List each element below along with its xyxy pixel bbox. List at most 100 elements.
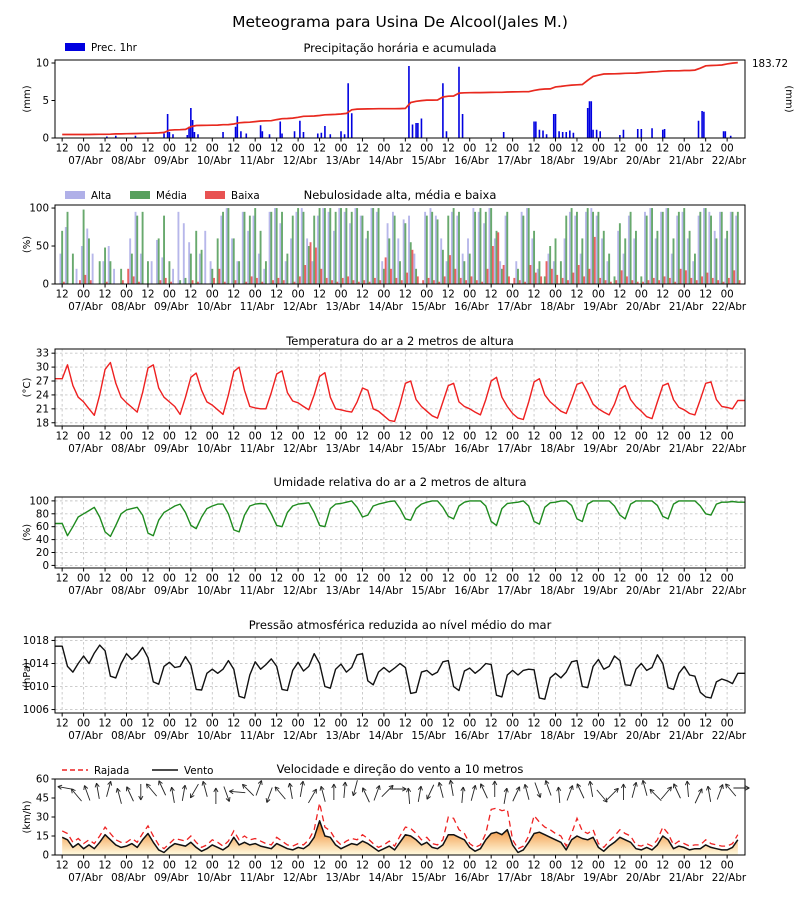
legend-label: Alta bbox=[91, 190, 111, 202]
x-tick-label: 00 bbox=[292, 718, 305, 730]
x-tick-label: 12 bbox=[442, 143, 455, 155]
x-date-label: 09/Abr bbox=[154, 301, 189, 313]
x-date-label: 08/Abr bbox=[111, 585, 146, 597]
x-date-label: 19/Abr bbox=[583, 730, 618, 742]
x-tick-label: 12 bbox=[184, 573, 197, 585]
x-tick-label: 12 bbox=[399, 860, 412, 872]
x-date-label: 17/Abr bbox=[497, 872, 532, 884]
x-tick-label: 00 bbox=[334, 573, 347, 585]
x-date-label: 19/Abr bbox=[583, 301, 618, 313]
x-tick-label: 00 bbox=[163, 289, 176, 301]
x-tick-label: 12 bbox=[699, 860, 712, 872]
x-tick-label: 12 bbox=[442, 718, 455, 730]
x-tick-label: 12 bbox=[442, 573, 455, 585]
x-tick-label: 00 bbox=[635, 860, 648, 872]
x-tick-label: 12 bbox=[570, 860, 583, 872]
x-tick-label: 00 bbox=[592, 860, 605, 872]
y-tick-label: 100 bbox=[29, 203, 49, 215]
x-tick-label: 12 bbox=[313, 289, 326, 301]
x-tick-label: 00 bbox=[206, 431, 219, 443]
x-tick-label: 12 bbox=[399, 143, 412, 155]
x-tick-label: 00 bbox=[206, 573, 219, 585]
x-date-label: 11/Abr bbox=[240, 585, 275, 597]
x-tick-label: 12 bbox=[270, 718, 283, 730]
x-tick-label: 00 bbox=[506, 860, 519, 872]
x-tick-label: 00 bbox=[163, 860, 176, 872]
x-tick-label: 12 bbox=[270, 289, 283, 301]
y-tick-label: 50 bbox=[36, 241, 49, 253]
y-tick-label: 80 bbox=[36, 508, 49, 520]
x-tick-label: 12 bbox=[184, 718, 197, 730]
x-tick-label: 00 bbox=[120, 431, 133, 443]
x-tick-label: 00 bbox=[163, 431, 176, 443]
x-date-label: 18/Abr bbox=[540, 730, 575, 742]
x-date-label: 22/Abr bbox=[712, 443, 747, 455]
x-date-label: 22/Abr bbox=[712, 872, 747, 884]
legend-label: Vento bbox=[184, 765, 213, 777]
x-tick-label: 12 bbox=[56, 431, 69, 443]
x-tick-label: 12 bbox=[270, 431, 283, 443]
x-tick-label: 12 bbox=[699, 573, 712, 585]
x-date-label: 09/Abr bbox=[154, 585, 189, 597]
x-date-label: 17/Abr bbox=[497, 443, 532, 455]
x-tick-label: 12 bbox=[141, 573, 154, 585]
x-date-label: 13/Abr bbox=[326, 155, 361, 167]
x-date-label: 07/Abr bbox=[68, 301, 103, 313]
y-tick-label: 5 bbox=[42, 95, 49, 107]
x-tick-label: 12 bbox=[227, 718, 240, 730]
x-tick-label: 12 bbox=[699, 431, 712, 443]
y-tick-label: 60 bbox=[36, 774, 49, 786]
x-date-label: 15/Abr bbox=[411, 585, 446, 597]
x-tick-label: 12 bbox=[356, 143, 369, 155]
x-tick-label: 00 bbox=[377, 860, 390, 872]
x-tick-label: 12 bbox=[528, 431, 541, 443]
x-tick-label: 00 bbox=[463, 860, 476, 872]
x-tick-label: 12 bbox=[399, 718, 412, 730]
axes-frame bbox=[55, 60, 745, 138]
x-date-label: 16/Abr bbox=[454, 872, 489, 884]
x-tick-label: 00 bbox=[334, 143, 347, 155]
x-date-label: 17/Abr bbox=[497, 301, 532, 313]
x-tick-label: 00 bbox=[721, 573, 734, 585]
x-date-label: 07/Abr bbox=[68, 585, 103, 597]
x-date-label: 08/Abr bbox=[111, 155, 146, 167]
x-date-label: 21/Abr bbox=[669, 585, 704, 597]
x-date-label: 09/Abr bbox=[154, 155, 189, 167]
x-date-label: 13/Abr bbox=[326, 872, 361, 884]
x-date-label: 11/Abr bbox=[240, 301, 275, 313]
x-tick-label: 00 bbox=[292, 431, 305, 443]
x-tick-label: 12 bbox=[98, 143, 111, 155]
x-tick-label: 12 bbox=[442, 860, 455, 872]
accumulated-line bbox=[62, 63, 738, 135]
x-tick-label: 00 bbox=[120, 143, 133, 155]
grid bbox=[55, 637, 745, 713]
x-tick-label: 00 bbox=[206, 289, 219, 301]
x-tick-label: 00 bbox=[377, 573, 390, 585]
panel-title: Nebulosidade alta, média e baixa bbox=[304, 188, 497, 202]
x-tick-label: 00 bbox=[377, 289, 390, 301]
y-tick-label: 18 bbox=[36, 417, 49, 429]
x-tick-label: 12 bbox=[98, 573, 111, 585]
y-tick-label: 1018 bbox=[23, 635, 49, 647]
x-tick-label: 00 bbox=[592, 573, 605, 585]
x-tick-label: 12 bbox=[313, 431, 326, 443]
x-date-label: 20/Abr bbox=[626, 872, 661, 884]
x-date-label: 10/Abr bbox=[197, 301, 232, 313]
x-date-label: 17/Abr bbox=[497, 585, 532, 597]
x-date-label: 18/Abr bbox=[540, 301, 575, 313]
x-date-label: 08/Abr bbox=[111, 872, 146, 884]
x-tick-label: 00 bbox=[635, 431, 648, 443]
x-tick-label: 12 bbox=[570, 143, 583, 155]
precip-bars bbox=[106, 66, 731, 138]
panel-title: Temperatura do ar a 2 metros de altura bbox=[285, 334, 514, 348]
x-tick-label: 00 bbox=[635, 143, 648, 155]
x-tick-label: 12 bbox=[656, 143, 669, 155]
x-tick-label: 00 bbox=[206, 718, 219, 730]
x-date-label: 18/Abr bbox=[540, 155, 575, 167]
x-date-label: 20/Abr bbox=[626, 730, 661, 742]
x-date-label: 12/Abr bbox=[283, 585, 318, 597]
